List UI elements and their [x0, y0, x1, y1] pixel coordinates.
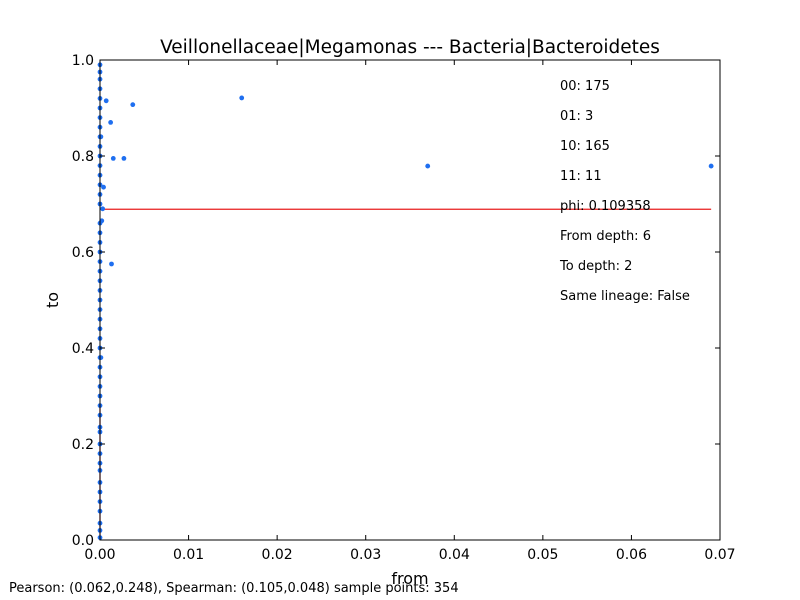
x-tick-label: 0.00: [84, 547, 115, 563]
chart-title: Veillonellaceae|Megamonas --- Bacteria|B…: [160, 37, 660, 58]
x-tick-label: 0.02: [262, 547, 293, 563]
stats-annotation: 11: 11: [560, 169, 602, 184]
stats-annotation: 10: 165: [560, 139, 610, 154]
y-axis-label: to: [43, 292, 62, 308]
data-point: [239, 95, 245, 101]
stats-annotation: From depth: 6: [560, 229, 651, 244]
y-tick-label: 0.4: [72, 341, 94, 357]
correlation-footer: Pearson: (0.062,0.248), Spearman: (0.105…: [9, 581, 459, 596]
y-tick-label: 0.0: [72, 533, 94, 549]
stats-annotation: To depth: 2: [559, 259, 632, 274]
y-tick-label: 1.0: [72, 53, 94, 69]
data-point: [101, 184, 106, 190]
data-point: [99, 218, 105, 224]
data-point: [109, 261, 114, 267]
x-tick-label: 0.06: [616, 547, 647, 563]
plot-frame: [99, 59, 721, 541]
x-tick-label: 0.03: [350, 547, 381, 563]
data-point: [98, 355, 104, 360]
x-tick-label: 0.05: [527, 547, 558, 563]
data-point: [425, 163, 431, 169]
y-tick-label: 0.2: [72, 437, 94, 453]
data-point: [708, 163, 714, 169]
x-tick-label: 0.07: [704, 547, 735, 563]
data-point: [110, 156, 116, 161]
x-tick-label: 0.04: [439, 547, 470, 563]
stats-annotation: phi: 0.109358: [560, 199, 651, 214]
stats-annotation: 00: 175: [560, 79, 610, 94]
data-point: [100, 206, 106, 212]
data-point: [103, 98, 109, 104]
data-point: [98, 134, 104, 140]
data-point: [130, 102, 136, 108]
data-point: [108, 120, 114, 125]
data-point: [121, 156, 127, 161]
y-tick-label: 0.6: [72, 245, 94, 261]
x-tick-label: 0.01: [173, 547, 204, 563]
y-tick-label: 0.8: [72, 149, 94, 165]
x-axis-label: from: [391, 569, 428, 588]
stats-annotation: 01: 3: [560, 109, 593, 124]
stats-annotation: Same lineage: False: [560, 289, 690, 304]
